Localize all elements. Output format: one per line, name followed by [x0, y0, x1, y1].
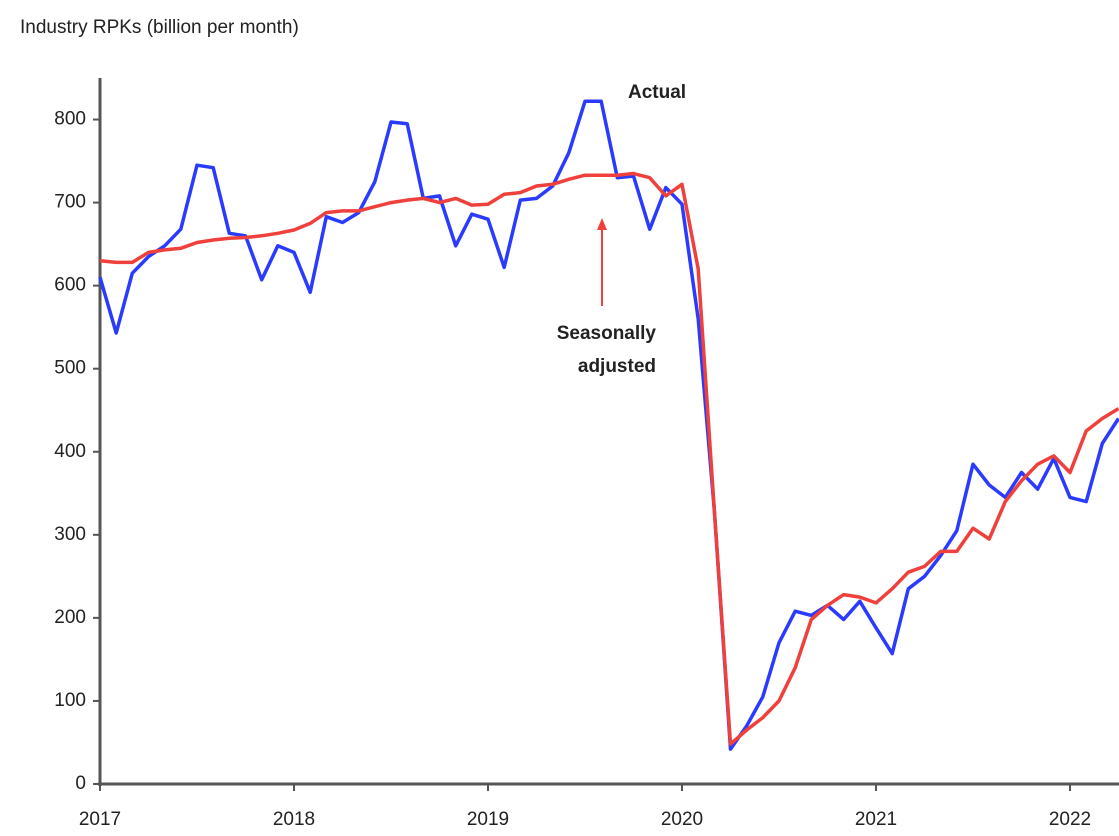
annotation: adjusted: [578, 356, 656, 377]
x-tick-label: 2020: [661, 809, 703, 830]
y-tick-label: 300: [54, 524, 86, 545]
y-tick-label: 0: [75, 773, 86, 794]
y-tick-label: 400: [54, 441, 86, 462]
y-tick-label: 200: [54, 607, 86, 628]
y-tick-label: 700: [54, 192, 86, 213]
x-tick-label: 2018: [273, 809, 315, 830]
series-line: [98, 99, 1119, 751]
annotation-arrowhead: [597, 218, 607, 230]
x-tick-label: 2017: [79, 809, 121, 830]
y-tick-label: 100: [54, 690, 86, 711]
x-tick-label: 2019: [467, 809, 509, 830]
annotation: Actual: [628, 82, 686, 103]
x-tick-label: 2021: [855, 809, 897, 830]
y-tick-label: 600: [54, 275, 86, 296]
y-tick-label: 800: [54, 109, 86, 130]
series-line: [99, 171, 1119, 746]
annotation: Seasonally: [557, 323, 657, 344]
x-tick-label: 2022: [1049, 809, 1091, 830]
y-tick-label: 500: [54, 358, 86, 379]
chart-title: Industry RPKs (billion per month): [20, 17, 299, 38]
